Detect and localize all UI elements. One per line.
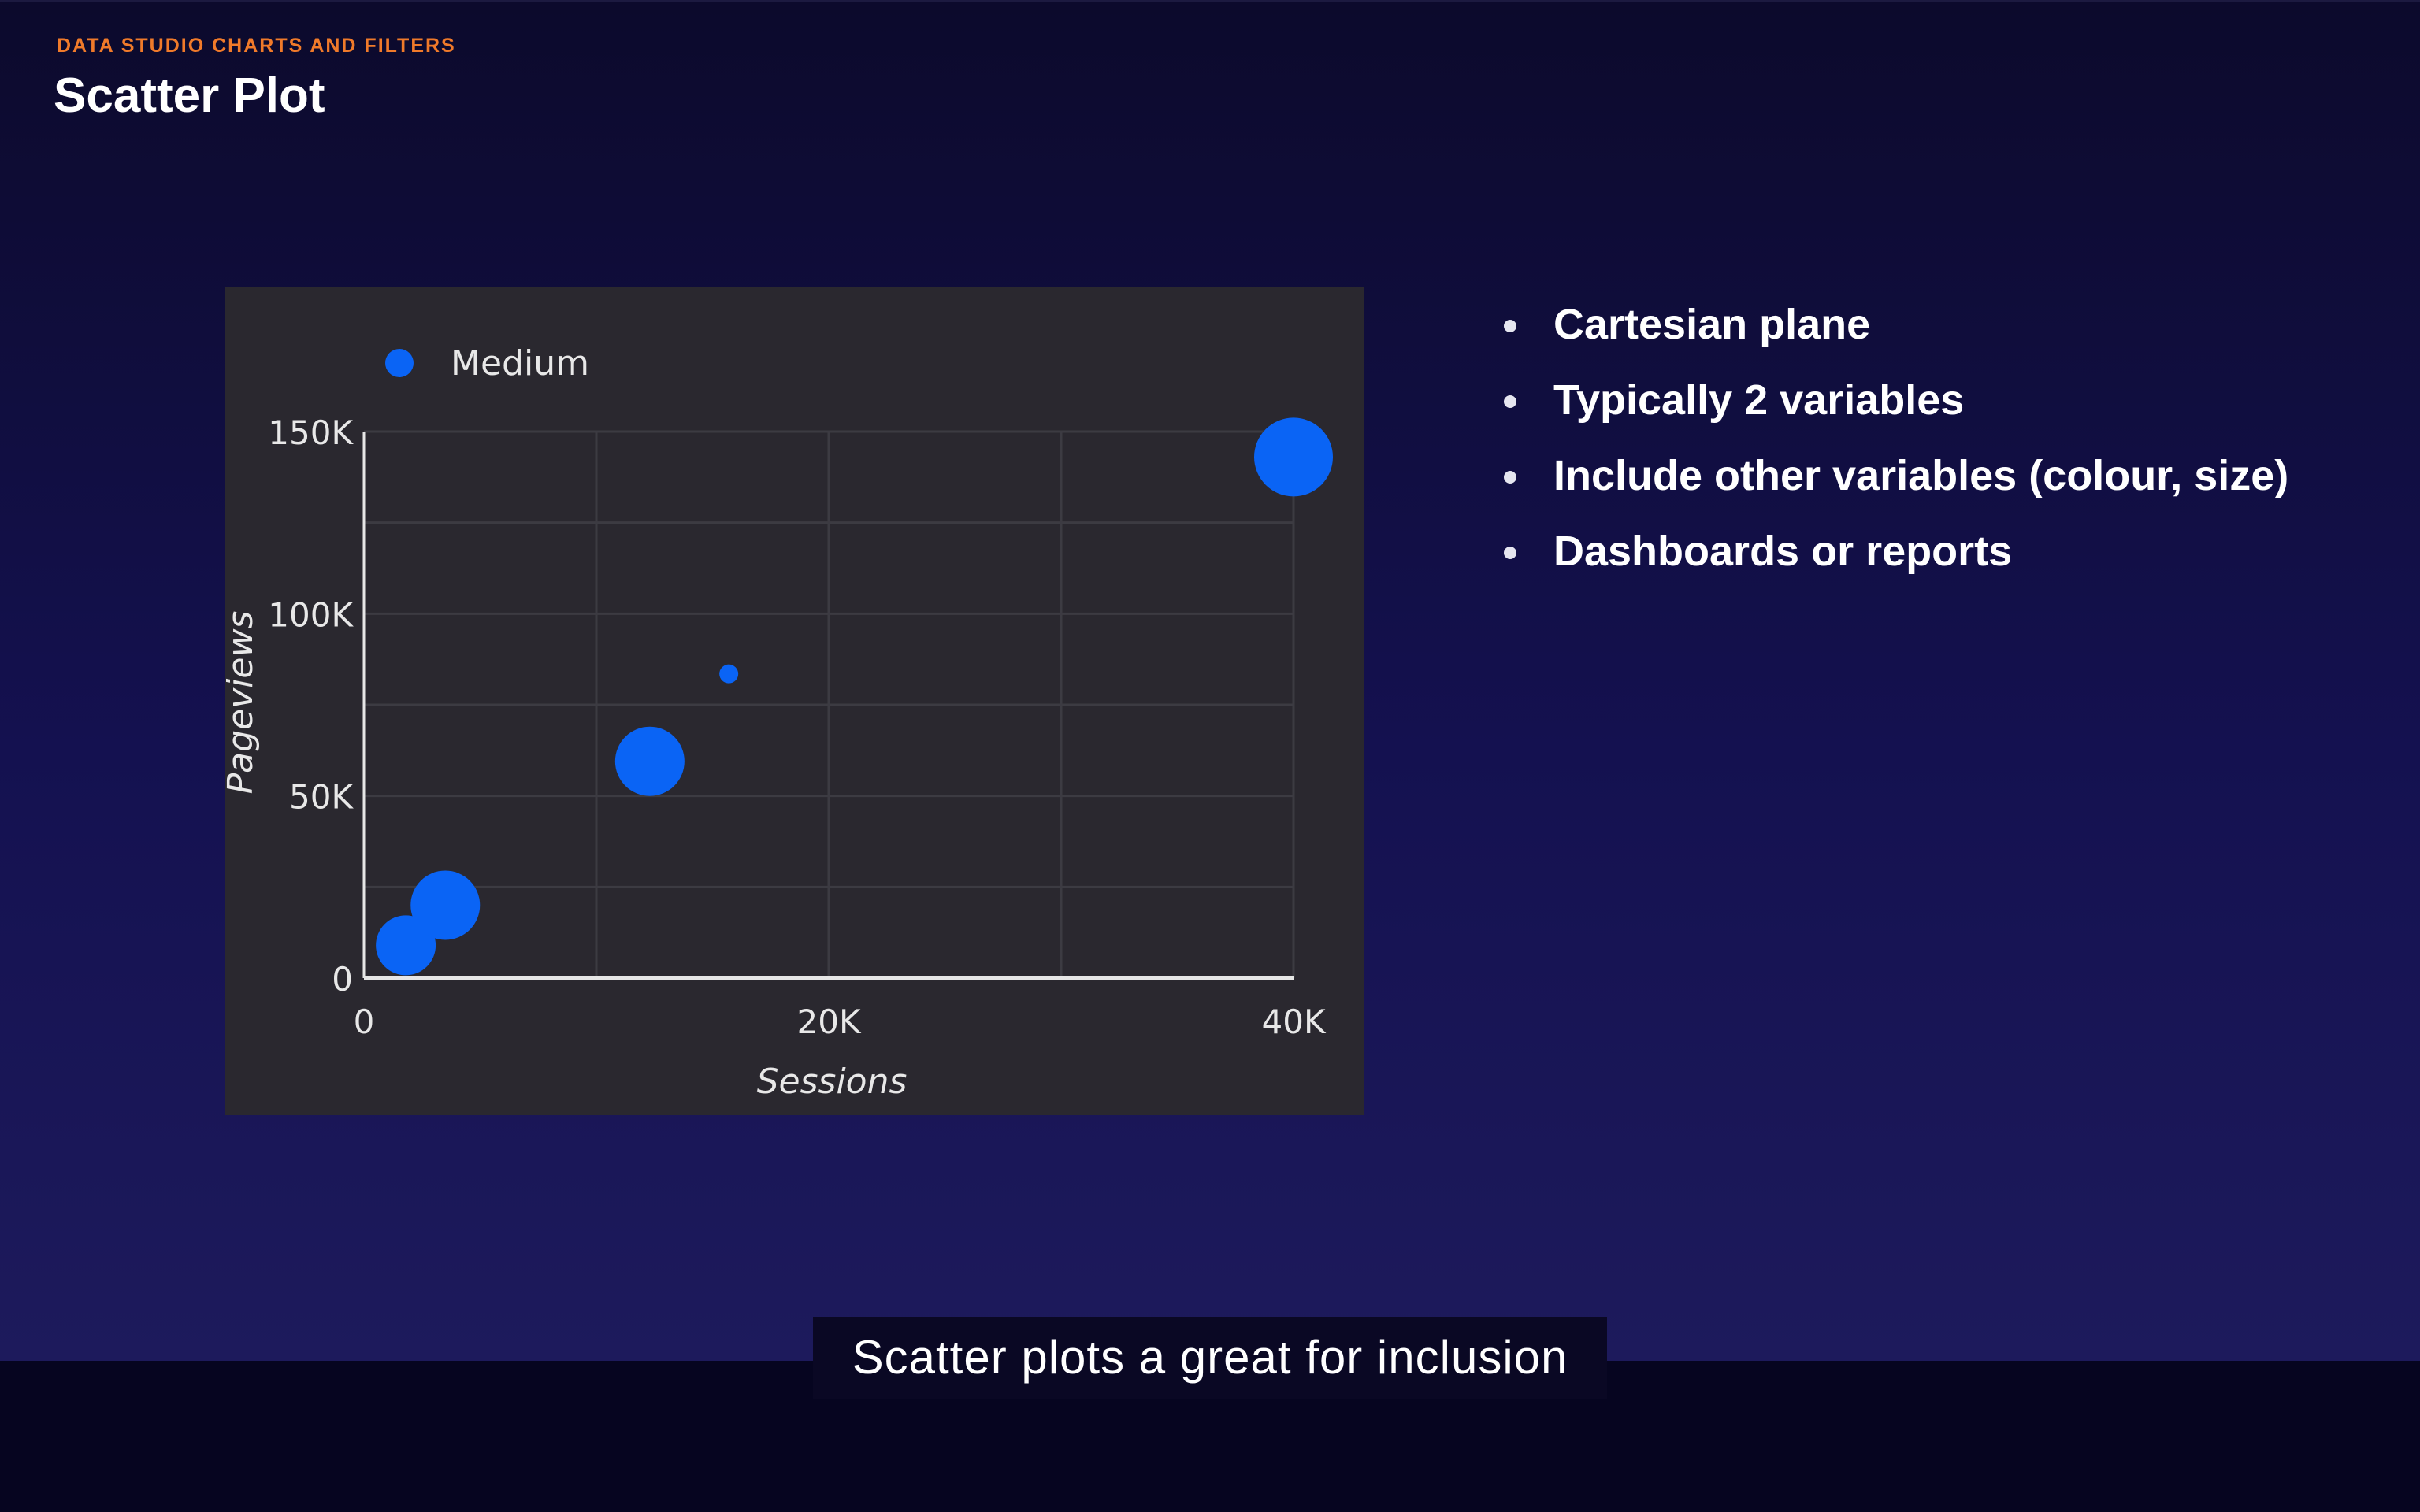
y-axis-title: Pageviews: [225, 611, 261, 795]
slide: DATA STUDIO CHARTS AND FILTERS Scatter P…: [0, 0, 2420, 1362]
legend-label: Medium: [451, 343, 589, 384]
slide-title: Scatter Plot: [54, 69, 325, 123]
scatter-point[interactable]: [719, 664, 739, 684]
bullet-text: Include other variables (colour, size): [1553, 452, 2289, 499]
bullet-dot-icon: [1504, 395, 1516, 408]
y-tick-label: 0: [332, 960, 353, 999]
chart-axes: [362, 432, 1294, 980]
bullet-text: Dashboards or reports: [1553, 528, 2013, 575]
bullet-item: Include other variables (colour, size): [1497, 444, 2288, 520]
bullet-item: Cartesian plane: [1497, 293, 2288, 369]
scatter-point[interactable]: [614, 726, 685, 796]
scatter-chart: 0 50K 100K 150K 0 20K 40K Medium Sessions Page…: [225, 287, 1364, 1115]
y-tick-label: 50K: [289, 778, 354, 817]
data-points: [376, 417, 1333, 976]
bullet-item: Dashboards or reports: [1497, 520, 2288, 595]
bullet-item: Typically 2 variables: [1497, 369, 2288, 444]
x-tick-label: 20K: [797, 1002, 862, 1041]
y-tick-label: 150K: [268, 413, 354, 452]
subtitle-caption: Scatter plots a great for inclusion: [813, 1317, 1607, 1399]
tick-labels: 0 50K 100K 150K 0 20K 40K: [268, 413, 1327, 1041]
scatter-point[interactable]: [1254, 417, 1333, 497]
scatter-point[interactable]: [410, 870, 481, 940]
legend-marker: [385, 349, 414, 377]
bullet-dot-icon: [1504, 547, 1516, 559]
chart-legend: Medium: [385, 343, 589, 384]
bullet-text: Typically 2 variables: [1553, 376, 1965, 424]
x-axis-title: Sessions: [757, 1062, 908, 1102]
x-tick-label: 0: [354, 1002, 375, 1041]
bullet-dot-icon: [1504, 471, 1516, 484]
x-tick-label: 40K: [1262, 1002, 1327, 1041]
y-tick-label: 100K: [268, 595, 354, 634]
section-eyebrow: DATA STUDIO CHARTS AND FILTERS: [57, 35, 456, 57]
scatter-point[interactable]: [376, 915, 436, 976]
bullet-dot-icon: [1504, 320, 1516, 332]
bullet-text: Cartesian plane: [1553, 301, 1871, 348]
chart-grid: [364, 430, 1295, 978]
bullet-list: Cartesian plane Typically 2 variables In…: [1497, 293, 2288, 595]
scatter-chart-svg: 0 50K 100K 150K 0 20K 40K Medium Sessions Page…: [225, 343, 1333, 1102]
